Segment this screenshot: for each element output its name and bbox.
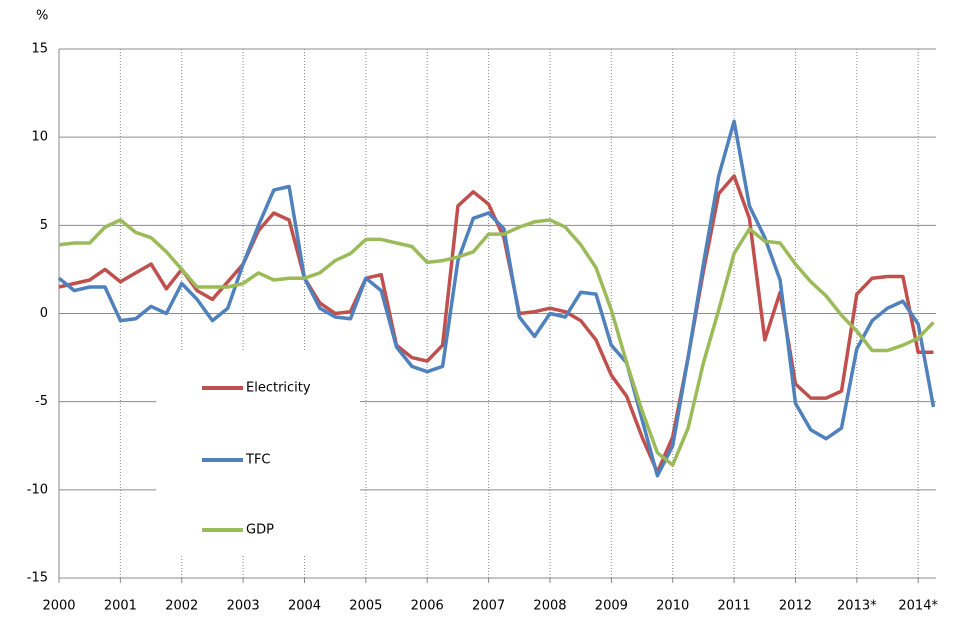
legend-label: TFC [245,453,271,468]
x-tick-label: 2008 [533,599,566,614]
x-tick-label: 2011 [718,599,751,614]
x-tick-label: 2006 [411,599,444,614]
x-tick-label: 2009 [595,599,628,614]
x-tick-label: 2001 [104,599,137,614]
y-tick-label: 0 [40,306,48,321]
x-tick-label: 2005 [349,599,382,614]
x-tick-label: 2007 [472,599,505,614]
legend-box [156,352,360,556]
y-tick-label: 5 [40,218,48,233]
x-tick-label: 2004 [288,599,321,614]
legend-label: Electricity [246,381,311,396]
x-tick-label: 2013* [837,599,877,614]
legend-label: GDP [246,523,274,538]
series-line [58,218,935,467]
x-tick-label: 2014* [898,599,938,614]
y-tick-label: -5 [35,394,48,409]
x-tick-label: 2002 [165,599,198,614]
series-line [57,119,936,478]
y-tick-label: 10 [31,130,48,145]
y-tick-label: -15 [27,571,48,586]
x-tick-label: 2012 [779,599,812,614]
y-axis-label: % [36,9,48,24]
x-tick-label: 2003 [227,599,260,614]
x-tick-label: 2000 [42,599,75,614]
y-tick-label: -10 [27,482,48,497]
x-tick-label: 2010 [656,599,689,614]
y-tick-label: 15 [31,42,48,57]
